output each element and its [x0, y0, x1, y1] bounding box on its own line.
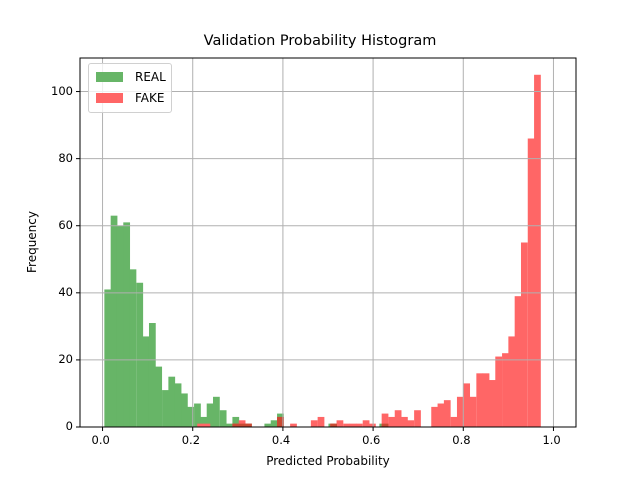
histogram-bar-real — [264, 423, 272, 427]
histogram-bar-fake — [469, 396, 477, 427]
histogram-bar-real — [270, 420, 278, 427]
x-tick-label: 0.4 — [271, 433, 291, 447]
histogram-bar-fake — [203, 423, 211, 427]
histogram-bar-fake — [520, 242, 528, 427]
histogram-bar-fake — [527, 138, 535, 427]
histogram-bar-fake — [317, 416, 325, 427]
histogram-bar-fake — [495, 356, 503, 427]
x-axis-label: Predicted Probability — [266, 454, 390, 468]
histogram-bar-fake — [414, 410, 421, 427]
y-tick-label: 60 — [58, 217, 73, 232]
histogram-bar-fake — [381, 413, 389, 427]
histogram-bar-fake — [369, 423, 376, 427]
histogram-bar-fake — [456, 396, 464, 427]
y-tick-label: 40 — [58, 284, 73, 299]
histogram-bar-real — [116, 225, 124, 427]
histogram-bar-fake — [431, 406, 439, 427]
histogram-bar-fake — [514, 296, 522, 427]
histogram-bar-real — [232, 416, 240, 427]
legend-swatch-real — [96, 72, 123, 82]
histogram-bar-real — [206, 403, 214, 427]
histogram-bar-fake — [388, 416, 396, 427]
legend: REAL FAKE — [88, 63, 172, 113]
legend-label-real: REAL — [135, 70, 166, 84]
legend-swatch-fake — [96, 93, 123, 103]
x-tick-label: 0.6 — [362, 433, 381, 447]
histogram-bar-overlap — [277, 416, 284, 427]
histogram-bar-real — [181, 393, 188, 427]
histogram-bar-fake — [508, 336, 516, 427]
histogram-bar-real — [155, 366, 163, 427]
y-tick-label: 20 — [58, 351, 73, 366]
histogram-bar-real — [213, 396, 220, 427]
histogram-bar-overlap — [330, 423, 338, 427]
histogram-bar-real — [194, 403, 201, 427]
histogram-bar-real — [129, 269, 137, 427]
histogram-bar-fake — [476, 373, 484, 427]
chart-title: Validation Probability Histogram — [203, 33, 437, 49]
histogram-bar-fake — [482, 373, 490, 427]
histogram-bar-fake — [463, 383, 471, 427]
histogram-bar-fake — [310, 420, 318, 427]
histogram-bar-real — [200, 416, 208, 427]
histogram-bar-fake — [450, 416, 458, 427]
histogram-bar-fake — [534, 74, 541, 427]
histogram-bar-real — [104, 289, 112, 427]
histogram-bar-fake — [394, 410, 402, 427]
legend-item-fake: FAKE — [96, 91, 164, 105]
histogram-bar-overlap — [381, 423, 389, 427]
histogram-bar-real — [148, 323, 156, 427]
histogram-bar-fake — [362, 420, 370, 427]
x-tick-label: 0.2 — [181, 433, 201, 447]
histogram-bar-real — [110, 215, 118, 427]
histogram-bar-overlap — [232, 423, 240, 427]
histogram-bar-fake — [336, 420, 344, 427]
histogram-bar-real — [123, 222, 131, 427]
histogram-bar-fake — [197, 423, 204, 427]
legend-item-real: REAL — [96, 70, 166, 84]
y-tick-label: 0 — [65, 419, 73, 433]
plot-frame — [79, 57, 577, 428]
histogram-bar-real — [226, 423, 233, 427]
histogram-bar-fake — [343, 423, 351, 427]
y-tick-label: 100 — [51, 83, 73, 98]
x-tick-label: 0.0 — [91, 433, 110, 447]
histogram-bar-real — [219, 410, 227, 427]
histogram-bar-real — [136, 282, 144, 427]
histogram-bar-fake — [355, 423, 363, 427]
legend-label-fake: FAKE — [135, 91, 165, 105]
histogram-bar-real — [142, 336, 150, 427]
histogram-bar-fake — [437, 403, 445, 427]
x-tick-label: 1.0 — [542, 433, 561, 447]
histogram-bar-fake — [290, 423, 297, 427]
histogram-bar-fake — [502, 353, 509, 427]
histogram-bar-overlap — [245, 423, 252, 427]
y-axis-label: Frequency — [25, 211, 39, 273]
histogram-bar-overlap — [238, 423, 246, 427]
histogram-bar-fake — [488, 380, 496, 427]
histogram-bar-fake — [443, 400, 451, 427]
x-tick-label: 0.8 — [452, 433, 471, 447]
histogram-bar-real — [187, 406, 195, 427]
histogram-bar-fake — [401, 416, 408, 427]
histogram-bar-real — [168, 376, 176, 427]
histogram-bar-real — [162, 390, 169, 427]
histogram-bar-fake — [349, 423, 357, 427]
y-tick-label: 80 — [58, 150, 73, 165]
histogram-bar-fake — [407, 420, 415, 427]
histogram-bar-real — [174, 383, 182, 427]
